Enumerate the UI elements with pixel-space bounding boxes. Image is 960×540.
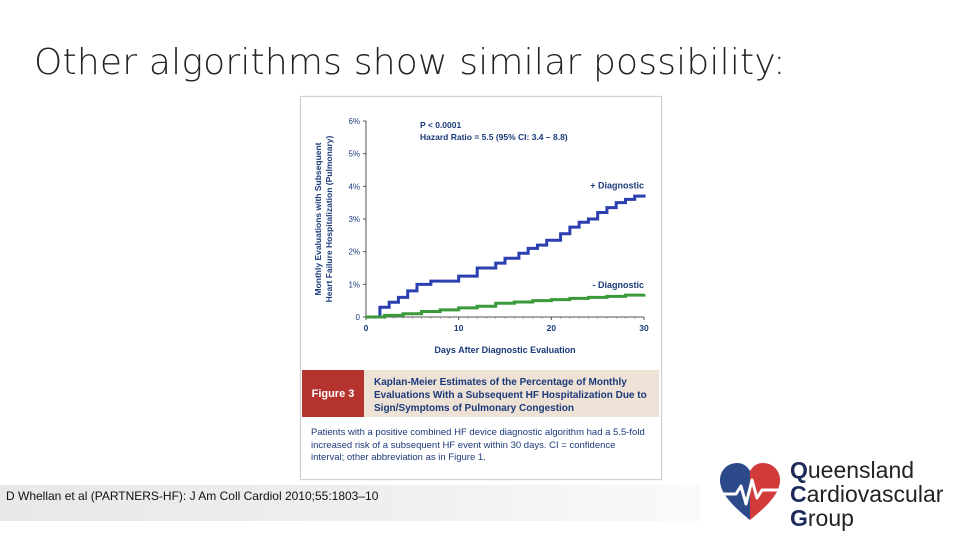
km-chart: 0 1% 2% 3% 4% 5% 6% 0 10 20 30 Days After Diagnosti… xyxy=(313,117,649,355)
y-tick-label: 1% xyxy=(348,280,360,289)
chart-axes xyxy=(363,120,645,320)
series-line-positive xyxy=(366,194,646,319)
figure-panel: 0 1% 2% 3% 4% 5% 6% 0 10 20 30 Days After Diagnosti… xyxy=(300,96,662,480)
y-tick-label: 2% xyxy=(348,248,360,257)
x-tick-label: 30 xyxy=(639,323,649,333)
series-label: + Diagnostic xyxy=(590,181,644,191)
chart-annotation: P < 0.0001 xyxy=(420,120,461,130)
y-tick-label: 4% xyxy=(348,182,360,191)
logo-wordmark: Queensland Cardiovascular Group xyxy=(790,457,944,531)
series-line-negative xyxy=(366,293,646,319)
x-tick-label: 10 xyxy=(454,323,464,333)
y-tick-label: 0 xyxy=(356,313,361,322)
series-label: - Diagnostic xyxy=(592,280,644,290)
y-axis-label-line2: Heart Failure Hospitalization (Pulmonary… xyxy=(324,135,334,302)
qcg-logo: Queensland Cardiovascular Group xyxy=(718,458,954,532)
slide-title: Other algorithms show similar possibilit… xyxy=(34,42,786,83)
figure-label: Figure 3 xyxy=(302,370,364,417)
y-tick-label: 5% xyxy=(348,150,360,159)
y-tick-label: 3% xyxy=(348,215,360,224)
x-axis-label: Days After Diagnostic Evaluation xyxy=(434,345,575,355)
x-tick-label: 20 xyxy=(547,323,557,333)
x-tick-label: 0 xyxy=(364,323,369,333)
chart-labels: 0 1% 2% 3% 4% 5% 6% 0 10 20 30 Days After Diagnosti… xyxy=(313,117,649,355)
figure-caption-bar: Figure 3 Kaplan-Meier Estimates of the P… xyxy=(302,370,659,417)
citation-bar xyxy=(0,485,700,521)
citation-text: D Whellan et al (PARTNERS-HF): J Am Coll… xyxy=(6,489,379,503)
figure-caption-title: Kaplan-Meier Estimates of the Percentage… xyxy=(374,377,647,414)
y-tick-label: 6% xyxy=(348,117,360,126)
heart-logo-icon xyxy=(720,463,780,520)
chart-series xyxy=(366,194,646,319)
chart-annotation: Hazard Ratio = 5.5 (95% CI: 3.4 – 8.8) xyxy=(420,132,568,142)
figure-caption-body: Patients with a positive combined HF dev… xyxy=(311,427,645,463)
y-axis-label-line1: Monthly Evaluations with Subsequent xyxy=(313,142,323,295)
